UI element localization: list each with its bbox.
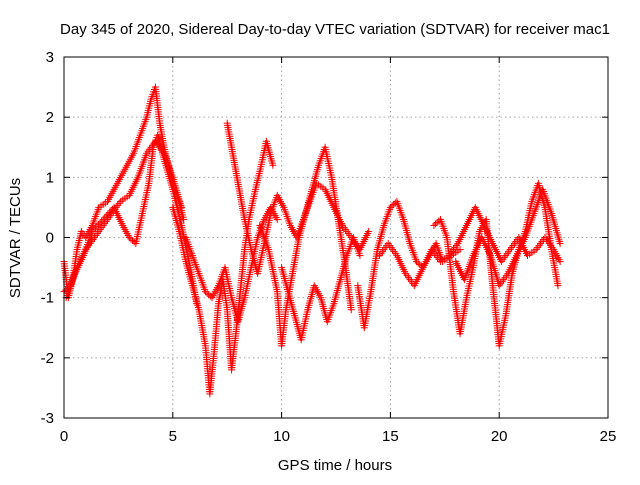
data-point-interp: [93, 222, 101, 230]
x-tick-label: 5: [169, 428, 177, 445]
data-point: [456, 246, 464, 254]
y-tick-label: 0: [46, 230, 54, 247]
y-tick-label: -3: [41, 410, 54, 427]
x-tick-label: 0: [60, 428, 68, 445]
data-point: [554, 282, 562, 290]
data-point: [430, 221, 438, 229]
data-point-interp: [388, 202, 396, 210]
data-point-interp: [98, 217, 106, 225]
data-point-interp: [101, 214, 109, 222]
grid: [64, 57, 608, 418]
chart-title: Day 345 of 2020, Sidereal Day-to-day VTE…: [60, 21, 610, 38]
data-point-interp: [105, 209, 113, 217]
x-tick-label: 25: [600, 428, 617, 445]
data-point-interp: [433, 218, 441, 226]
y-tick-label: -1: [41, 290, 54, 307]
y-tick-label: 1: [46, 169, 54, 186]
data-point-interp: [416, 261, 424, 269]
data-point: [269, 161, 277, 169]
y-axis-label: SDTVAR / TECUs: [7, 178, 24, 298]
data-point: [413, 258, 421, 266]
data-points: [60, 83, 564, 398]
data-point-interp: [127, 235, 135, 243]
x-axis-label: GPS time / hours: [278, 457, 392, 474]
data-point: [201, 288, 209, 296]
data-point-interp: [390, 200, 398, 208]
data-point-interp: [104, 210, 112, 218]
data-point: [556, 240, 564, 248]
data-point: [386, 203, 394, 211]
data-point-interp: [107, 207, 115, 215]
data-point-interp: [95, 221, 103, 229]
data-point: [556, 258, 564, 266]
axis-ticks: 0 5 10 15 20 25 -3 -2 -1 0 1 2 3: [41, 49, 617, 445]
x-tick-label: 10: [273, 428, 290, 445]
data-point: [88, 227, 96, 235]
data-point-interp: [414, 259, 422, 267]
y-tick-label: 2: [46, 109, 54, 126]
data-point-interp: [129, 237, 137, 245]
data-point: [347, 306, 355, 314]
data-point-interp: [203, 289, 211, 297]
data-point-interp: [102, 212, 110, 220]
data-point-interp: [91, 224, 99, 232]
data-point: [125, 234, 133, 241]
data-point-interp: [90, 226, 98, 234]
data-point: [356, 252, 364, 260]
x-tick-label: 15: [382, 428, 399, 445]
y-tick-label: -2: [41, 350, 54, 367]
data-point: [99, 215, 107, 223]
data-point: [365, 227, 373, 235]
data-point: [180, 215, 188, 223]
data-point-interp: [432, 220, 440, 228]
data-point: [273, 215, 281, 223]
data-point-interp: [205, 291, 213, 299]
x-tick-label: 20: [491, 428, 508, 445]
data-point-interp: [96, 219, 104, 227]
y-tick-label: 3: [46, 49, 54, 66]
